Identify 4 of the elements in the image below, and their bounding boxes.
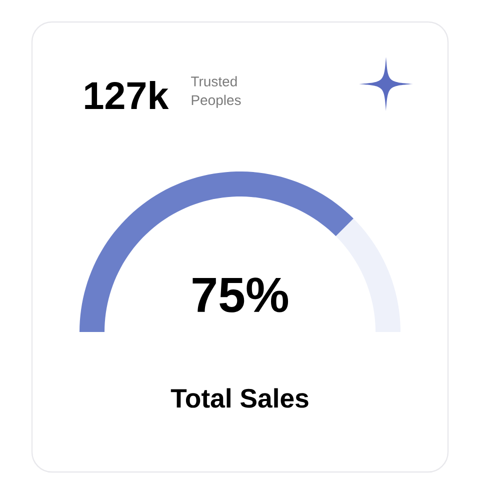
text: 127k (85, 80, 169, 110)
data-label: 75% (192, 278, 288, 312)
text: Trusted Peoples (191, 76, 241, 108)
text: Total Sales (170, 388, 308, 408)
